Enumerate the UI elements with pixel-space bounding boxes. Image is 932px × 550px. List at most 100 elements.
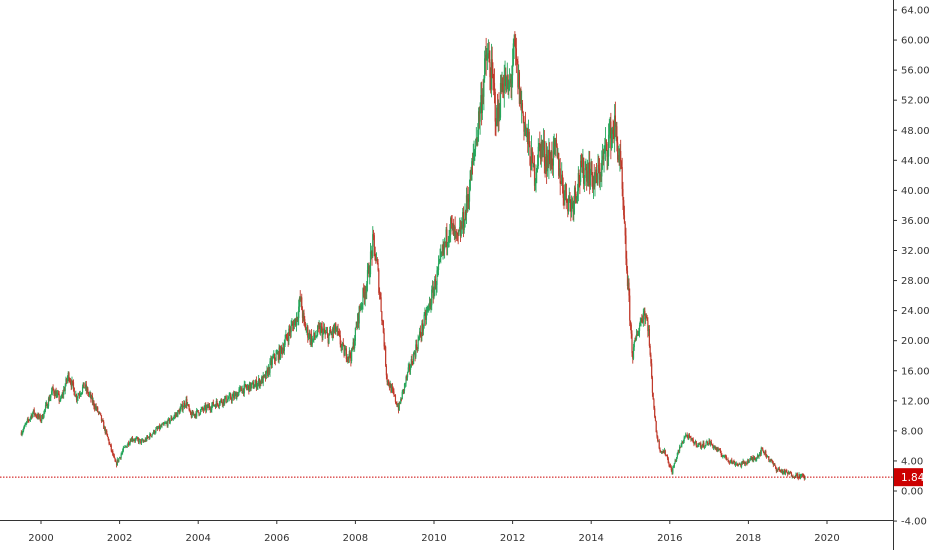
candle-body — [444, 242, 446, 243]
candle — [69, 378, 72, 385]
candle-body — [251, 382, 253, 385]
candle-body — [510, 79, 512, 84]
candle-body — [229, 394, 231, 396]
candle — [429, 298, 431, 310]
candle-body — [573, 187, 576, 203]
candle-body — [686, 434, 688, 437]
candle — [53, 388, 55, 396]
candle — [426, 305, 428, 316]
candle-body — [570, 202, 573, 212]
candle — [699, 442, 701, 447]
candle-body — [682, 442, 684, 444]
candle-body — [739, 463, 741, 465]
candle-body — [706, 441, 709, 445]
candle-body — [267, 369, 269, 376]
candle — [464, 203, 466, 228]
candle — [535, 164, 537, 193]
candle — [88, 391, 90, 398]
candle-body — [332, 327, 334, 335]
candle-body — [295, 317, 298, 326]
candle — [749, 458, 751, 462]
candle — [477, 107, 480, 142]
candle — [521, 90, 523, 124]
candle-body — [760, 448, 762, 455]
candle-body — [323, 328, 325, 331]
candle-body — [69, 380, 71, 382]
candle-body — [395, 401, 397, 404]
candle — [237, 391, 239, 397]
candle-body — [706, 441, 708, 443]
candle — [719, 448, 721, 451]
candle — [189, 408, 191, 413]
candle-body — [716, 447, 718, 451]
candle — [565, 183, 567, 210]
candle-body — [60, 397, 63, 398]
candle-body — [596, 176, 598, 184]
candle-body — [533, 164, 536, 186]
candle-body — [602, 156, 604, 160]
candle-body — [450, 218, 452, 232]
candle — [203, 405, 205, 412]
candle — [774, 462, 776, 467]
candle — [425, 306, 428, 325]
candle — [144, 437, 146, 443]
candle — [129, 438, 131, 446]
candle — [457, 228, 459, 245]
candle — [404, 382, 406, 388]
candle — [342, 338, 344, 347]
candle-body — [223, 399, 225, 404]
candle — [616, 121, 618, 152]
candle-body — [588, 162, 590, 184]
candle — [156, 426, 158, 430]
candle-body — [107, 437, 109, 440]
candle — [669, 464, 671, 468]
candle — [654, 415, 657, 422]
candle — [40, 419, 42, 423]
candle — [521, 99, 524, 114]
candle-body — [376, 258, 378, 263]
candle — [483, 75, 485, 111]
candle-body — [775, 465, 777, 469]
candle-body — [220, 399, 222, 402]
candle-body — [691, 438, 694, 440]
candle-body — [508, 81, 511, 85]
candle — [328, 334, 330, 345]
candle — [326, 327, 328, 333]
candle — [762, 450, 765, 454]
candle-body — [377, 262, 379, 271]
candle — [375, 253, 377, 264]
candle-body — [230, 394, 232, 399]
candle-body — [351, 348, 353, 361]
candle — [288, 325, 290, 345]
candle — [596, 173, 598, 186]
candle — [99, 411, 101, 415]
candle-body — [578, 173, 580, 181]
candle-body — [575, 194, 577, 199]
candle — [632, 350, 634, 364]
candle-body — [765, 451, 767, 456]
candle-body — [646, 317, 648, 321]
candle-body — [391, 386, 393, 393]
candle — [484, 50, 486, 83]
candle-body — [787, 472, 790, 475]
candle — [57, 390, 59, 396]
y-tick-label: 24.00 — [901, 306, 930, 317]
candle — [615, 121, 617, 141]
candle-body — [570, 200, 572, 212]
candle-body — [445, 229, 447, 243]
candle-body — [700, 443, 702, 448]
candle — [672, 465, 674, 475]
candle — [187, 402, 189, 406]
candle — [97, 411, 100, 416]
candle — [184, 404, 186, 408]
candle-body — [164, 423, 166, 424]
candle-body — [473, 152, 475, 154]
candle — [301, 293, 303, 311]
y-tick-label: 64.00 — [901, 6, 930, 17]
candle — [30, 412, 32, 420]
candle-body — [518, 72, 520, 88]
candle-body — [437, 270, 439, 271]
candle-body — [609, 121, 611, 132]
candle — [755, 458, 757, 462]
